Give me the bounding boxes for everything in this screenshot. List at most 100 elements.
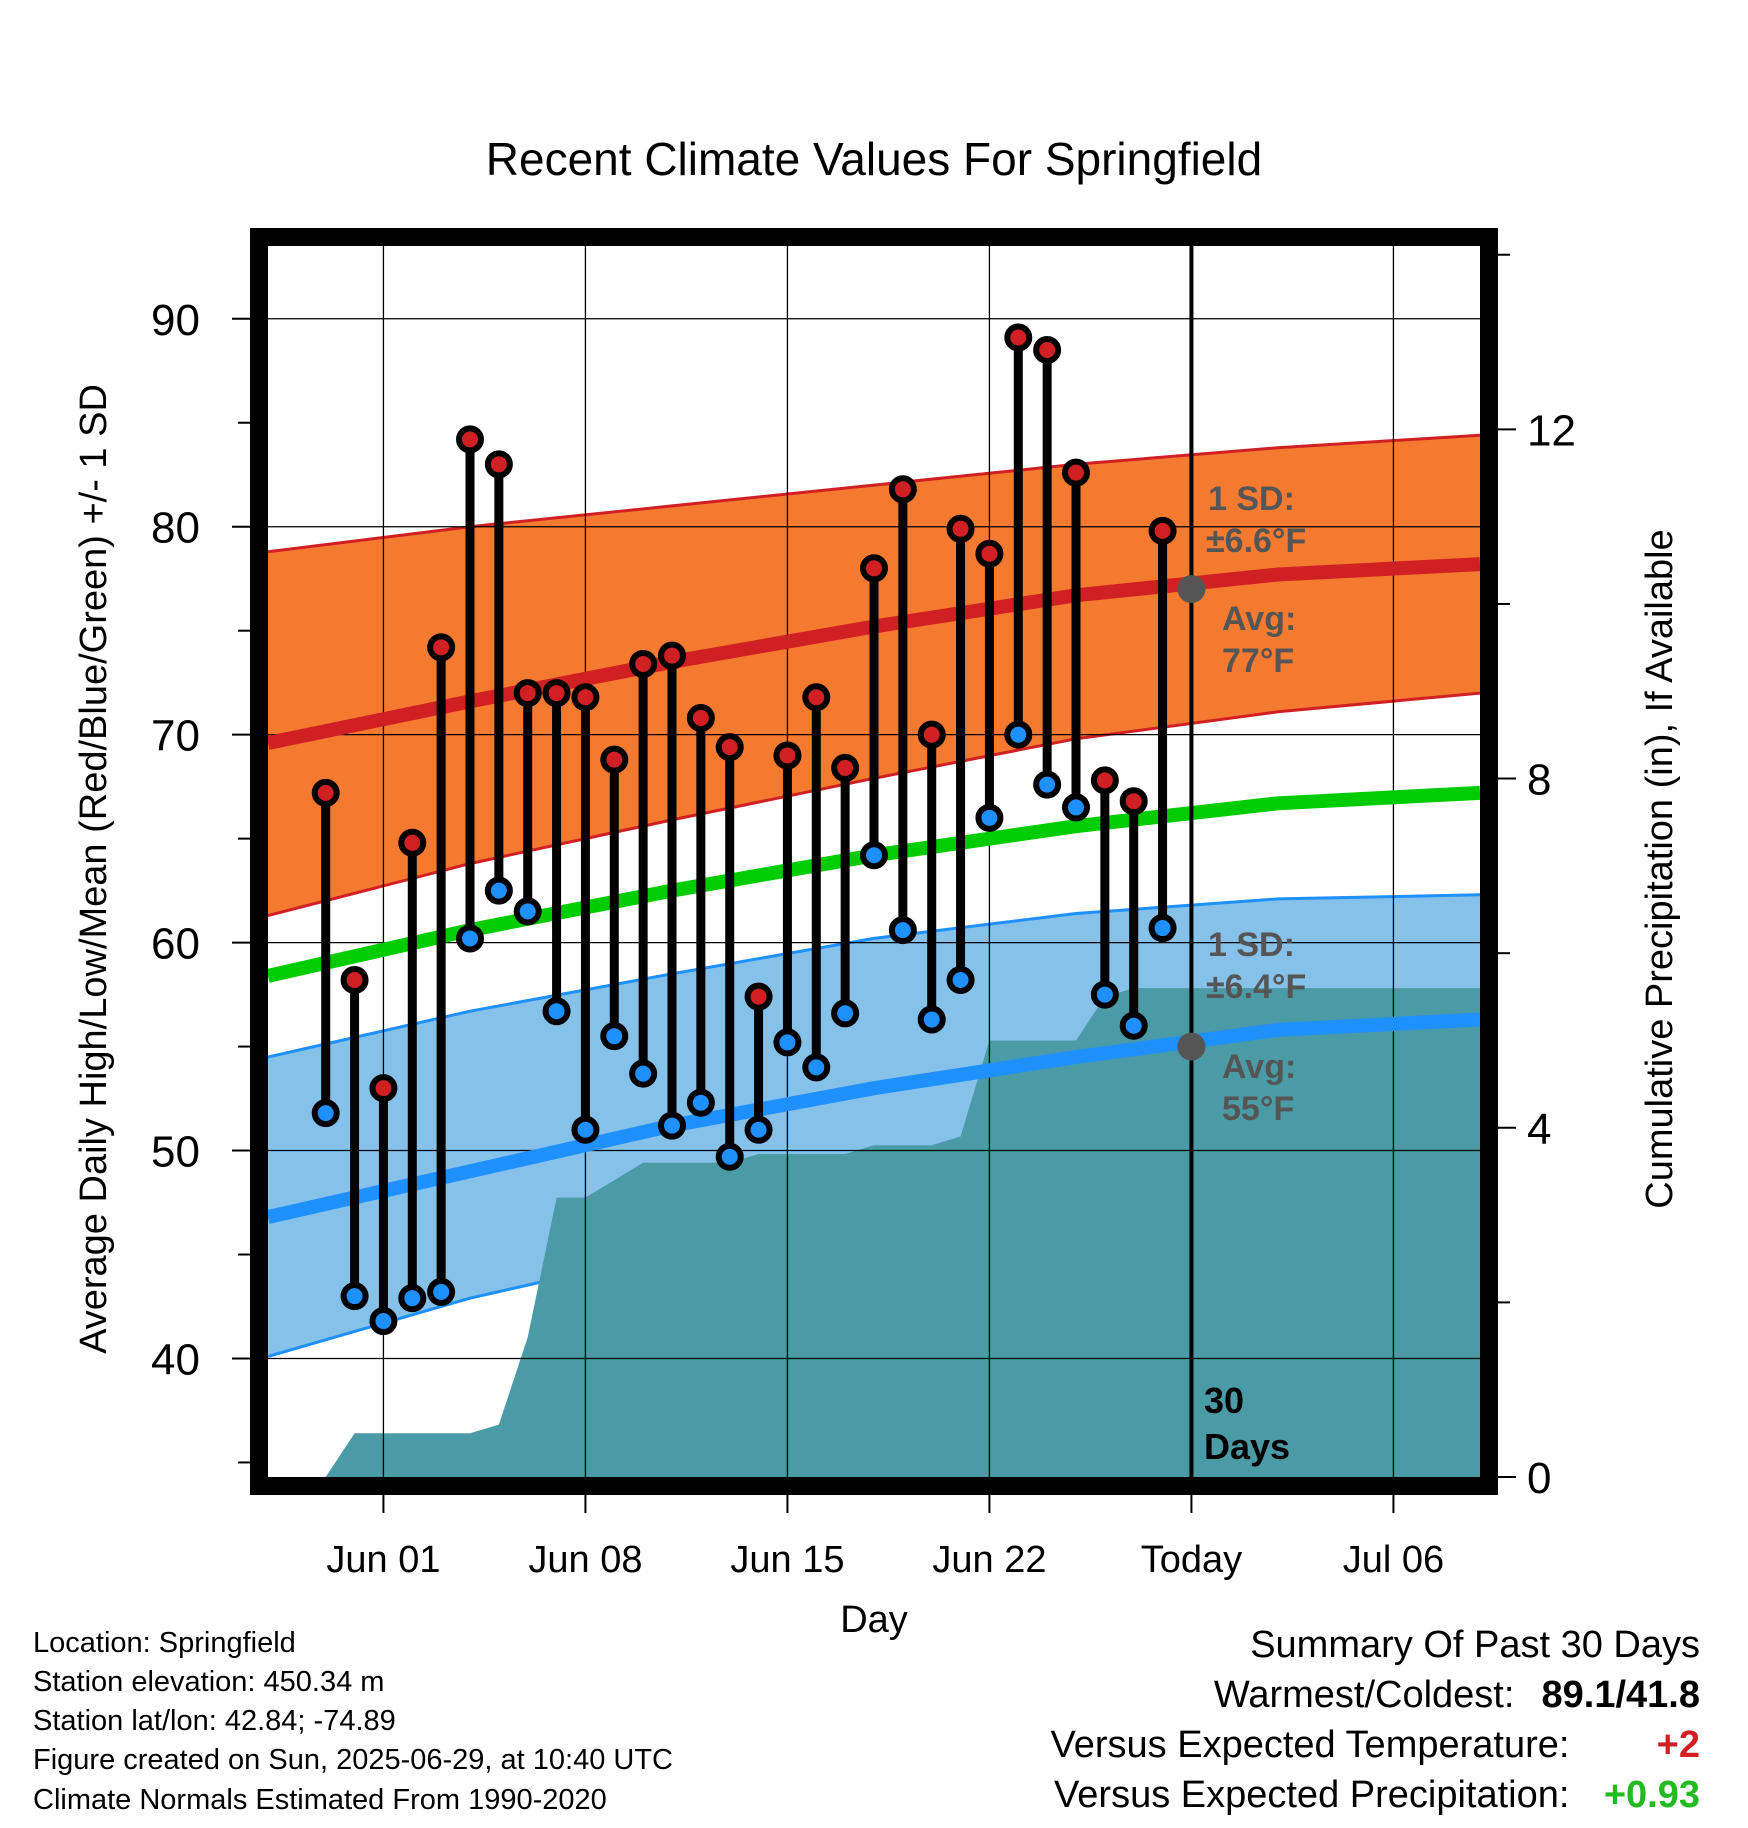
high-point-27 — [1090, 766, 1119, 795]
high-point-1 — [340, 966, 369, 995]
high-point-7 — [513, 679, 542, 708]
high-point-17 — [802, 683, 831, 712]
low-point-16 — [773, 1028, 802, 1057]
low-point-2 — [369, 1307, 398, 1336]
high-point-5 — [456, 425, 484, 454]
low-point-25 — [1033, 770, 1062, 799]
summary-precip: Versus Expected Precipitation: +0.93 — [1054, 1774, 1700, 1817]
high-point-16 — [773, 741, 802, 770]
y-right-tick-label: 0 — [1527, 1454, 1551, 1503]
footer-latlon: Station lat/lon: 42.84; -74.89 — [33, 1705, 396, 1737]
high-point-4 — [427, 633, 456, 662]
low-avg-line — [268, 1012, 1480, 1224]
high-point-10 — [600, 745, 629, 774]
high-point-23 — [975, 539, 1004, 568]
low-point-9 — [571, 1115, 600, 1144]
low-point-5 — [456, 924, 484, 953]
low-point-4 — [427, 1277, 456, 1306]
summary-warm-cold: Warmest/Coldest: 89.1/41.8 — [1214, 1674, 1700, 1717]
y-right-tick-label: 8 — [1527, 756, 1551, 805]
low-point-0 — [311, 1099, 340, 1128]
low-point-6 — [484, 876, 513, 905]
low-point-1 — [340, 1282, 369, 1311]
high-point-11 — [629, 649, 658, 678]
x-tick-label: Today — [1141, 1539, 1242, 1581]
low-point-13 — [686, 1088, 715, 1117]
precipitation-area — [268, 988, 1480, 1477]
low-point-3 — [398, 1284, 427, 1313]
high-point-9 — [571, 683, 600, 712]
low-point-17 — [802, 1053, 831, 1082]
precip-value: +0.93 — [1603, 1774, 1700, 1816]
high-point-8 — [542, 679, 571, 708]
low-point-10 — [600, 1022, 629, 1051]
low-sd-label: 1 SD: — [1208, 926, 1295, 964]
high-point-28 — [1119, 787, 1148, 816]
low-point-11 — [629, 1059, 658, 1088]
high-point-20 — [888, 475, 917, 504]
high-sd-label: 1 SD: — [1208, 480, 1295, 518]
today-days-label-line: Days — [1204, 1426, 1290, 1467]
low-point-28 — [1119, 1011, 1148, 1040]
high-point-13 — [686, 704, 715, 733]
high-point-6 — [484, 450, 513, 479]
low-point-15 — [744, 1115, 773, 1144]
low-point-24 — [1004, 720, 1033, 749]
footer-location: Location: Springfield — [33, 1627, 296, 1659]
low-point-12 — [658, 1111, 686, 1140]
y-left-tick-label: 50 — [151, 1128, 200, 1177]
x-tick-label: Jun 08 — [528, 1539, 642, 1581]
x-tick-label: Jul 06 — [1343, 1539, 1444, 1581]
low-point-26 — [1062, 793, 1090, 822]
high-point-0 — [311, 778, 340, 807]
low-point-22 — [946, 966, 975, 995]
warm-cold-label: Warmest/Coldest: — [1213, 1674, 1515, 1716]
high-point-19 — [860, 554, 888, 583]
low-point-29 — [1148, 914, 1177, 943]
footer-normals: Climate Normals Estimated From 1990-2020 — [33, 1784, 607, 1816]
low-avg-value: 55°F — [1222, 1090, 1294, 1128]
y-left-tick-label: 60 — [151, 920, 200, 969]
chart-title: Recent Climate Values For Springfield — [486, 133, 1262, 185]
high-point-21 — [917, 720, 946, 749]
summary-temp: Versus Expected Temperature: +2 — [1051, 1724, 1700, 1767]
y-axis-label-left: Average Daily High/Low/Mean (Red/Blue/Gr… — [73, 384, 115, 1354]
temp-value: +2 — [1656, 1724, 1700, 1766]
low-sd-upper-line — [268, 893, 1480, 1059]
low-avg-label: Avg: — [1222, 1048, 1296, 1086]
low-point-21 — [917, 1005, 946, 1034]
high-point-22 — [946, 514, 975, 543]
footer-created: Figure created on Sun, 2025-06-29, at 10… — [33, 1744, 673, 1776]
y-left-tick-label: 80 — [151, 504, 200, 553]
plot-area — [268, 246, 1480, 1477]
plot-frame — [250, 228, 1498, 1495]
low-point-14 — [715, 1142, 744, 1171]
low-sd-value: ±6.4°F — [1206, 968, 1306, 1006]
y-right-tick-label: 12 — [1527, 406, 1576, 455]
high-sd-value: ±6.6°F — [1206, 522, 1306, 560]
high-point-15 — [744, 982, 773, 1011]
low-point-23 — [975, 803, 1004, 832]
low-point-18 — [831, 999, 860, 1028]
warm-cold-value: 89.1/41.8 — [1541, 1674, 1700, 1716]
x-tick-label: Jun 22 — [932, 1539, 1046, 1581]
y-axis-label-right: Cumulative Precipitation (in), If Availa… — [1639, 529, 1681, 1208]
high-point-12 — [658, 641, 686, 670]
high-point-18 — [831, 753, 860, 782]
high-point-3 — [398, 828, 427, 857]
high-avg-label: Avg: — [1222, 600, 1296, 638]
low-point-20 — [888, 916, 917, 945]
today-high-avg-marker — [1177, 575, 1206, 604]
y-left-tick-label: 70 — [151, 712, 200, 761]
high-point-24 — [1004, 323, 1033, 352]
x-tick-label: Jun 01 — [326, 1539, 440, 1581]
temp-label: Versus Expected Temperature: — [1050, 1724, 1570, 1766]
footer-elevation: Station elevation: 450.34 m — [33, 1666, 385, 1698]
low-point-19 — [860, 841, 888, 870]
high-point-26 — [1062, 458, 1090, 487]
y-left-tick-label: 90 — [151, 296, 200, 345]
summary-title: Summary Of Past 30 Days — [1250, 1624, 1700, 1666]
high-point-14 — [715, 733, 744, 762]
low-point-27 — [1090, 980, 1119, 1009]
